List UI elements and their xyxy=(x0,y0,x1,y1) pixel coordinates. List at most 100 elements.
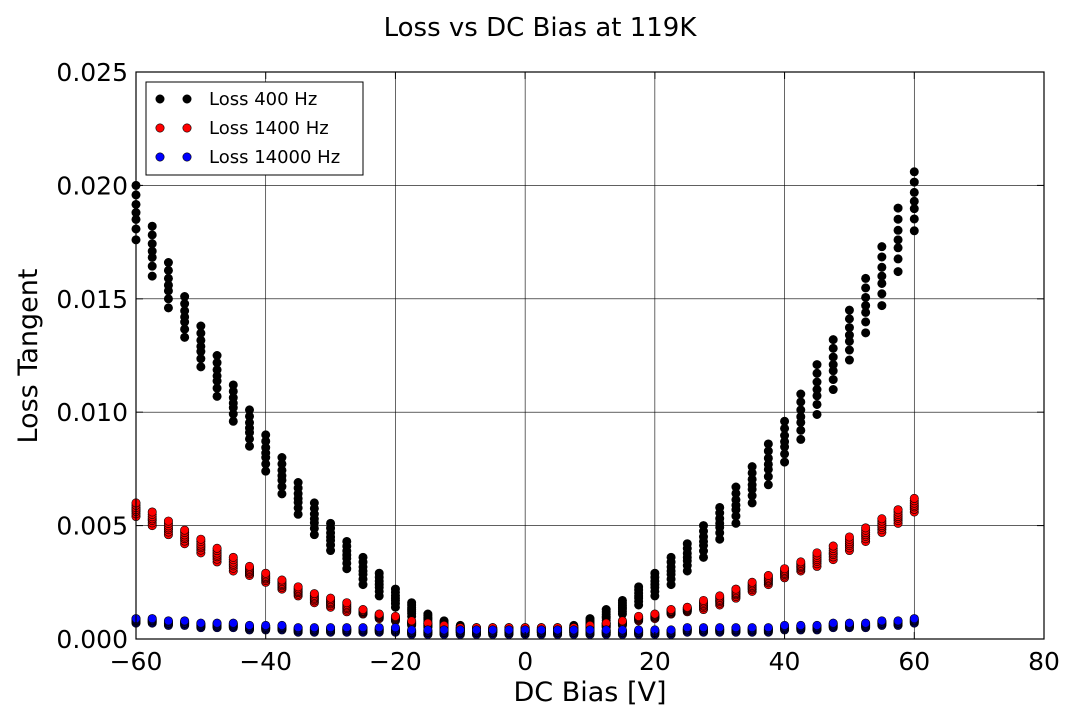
data-point xyxy=(504,625,514,635)
data-point xyxy=(698,521,708,531)
data-point xyxy=(196,534,206,544)
data-point xyxy=(877,252,887,262)
data-point xyxy=(861,328,871,338)
legend-marker xyxy=(155,123,165,133)
data-point xyxy=(180,616,190,626)
data-point xyxy=(893,203,903,213)
data-point xyxy=(147,239,157,249)
y-tick-label: 0.005 xyxy=(56,512,128,541)
data-point xyxy=(861,283,871,293)
data-point xyxy=(715,502,725,512)
data-point xyxy=(407,625,417,635)
data-point xyxy=(553,625,563,635)
legend-marker xyxy=(155,94,165,104)
data-point xyxy=(277,575,287,585)
data-point xyxy=(731,584,741,594)
data-point xyxy=(731,623,741,633)
data-point xyxy=(342,598,352,608)
data-point xyxy=(844,355,854,365)
data-point xyxy=(309,623,319,633)
data-point xyxy=(585,625,595,635)
data-point xyxy=(196,362,206,372)
data-point xyxy=(212,350,222,360)
data-point xyxy=(844,323,854,333)
data-point xyxy=(634,582,644,592)
data-point xyxy=(228,618,238,628)
data-point xyxy=(147,507,157,517)
x-tick-label: 40 xyxy=(769,647,801,676)
data-point xyxy=(277,620,287,630)
data-point xyxy=(796,397,806,407)
data-point xyxy=(909,187,919,197)
data-point xyxy=(812,399,822,409)
data-point xyxy=(796,389,806,399)
data-point xyxy=(698,595,708,605)
data-point xyxy=(666,552,676,562)
legend-label: Loss 1400 Hz xyxy=(209,118,329,139)
data-point xyxy=(780,564,790,574)
data-point xyxy=(601,625,611,635)
data-point xyxy=(747,577,757,587)
data-point xyxy=(293,623,303,633)
data-point xyxy=(877,262,887,272)
data-point xyxy=(909,493,919,503)
data-point xyxy=(828,375,838,385)
data-point xyxy=(390,584,400,594)
legend: Loss 400 Hz Loss 1400 Hz Loss 14000 Hz xyxy=(145,81,364,176)
data-point xyxy=(828,385,838,395)
data-point xyxy=(147,614,157,624)
data-point xyxy=(196,618,206,628)
data-point xyxy=(309,498,319,508)
data-point xyxy=(245,561,255,571)
x-tick-label: −20 xyxy=(369,647,422,676)
data-point xyxy=(796,620,806,630)
data-point xyxy=(909,177,919,187)
data-point xyxy=(682,602,692,612)
data-point xyxy=(780,416,790,426)
data-point xyxy=(666,605,676,615)
data-point xyxy=(812,377,822,387)
chart-title: Loss vs DC Bias at 119K xyxy=(384,13,698,43)
data-point xyxy=(828,541,838,551)
data-point xyxy=(163,516,173,526)
data-point xyxy=(828,618,838,628)
data-point xyxy=(423,625,433,635)
data-point xyxy=(407,598,417,608)
data-point xyxy=(163,273,173,283)
data-point xyxy=(180,332,190,342)
data-point xyxy=(893,267,903,277)
data-point xyxy=(909,214,919,224)
data-point xyxy=(601,605,611,615)
data-point xyxy=(488,625,498,635)
data-point xyxy=(390,623,400,633)
data-point xyxy=(326,593,336,603)
data-point xyxy=(569,625,579,635)
data-point xyxy=(326,623,336,633)
data-point xyxy=(780,457,790,467)
data-point xyxy=(342,536,352,546)
data-point xyxy=(893,225,903,235)
data-point xyxy=(828,343,838,353)
data-point xyxy=(358,623,368,633)
data-point xyxy=(844,330,854,340)
data-point xyxy=(844,305,854,315)
data-point xyxy=(796,557,806,567)
data-point xyxy=(617,625,627,635)
data-point xyxy=(245,620,255,630)
data-points xyxy=(131,167,919,639)
data-point xyxy=(536,625,546,635)
y-tick-label: 0.010 xyxy=(56,398,128,427)
data-point xyxy=(747,462,757,472)
legend-marker xyxy=(182,123,192,133)
data-point xyxy=(455,625,465,635)
data-point xyxy=(844,314,854,324)
data-point xyxy=(212,543,222,553)
data-point xyxy=(828,335,838,345)
grid xyxy=(136,72,1044,639)
data-point xyxy=(893,243,903,253)
data-point xyxy=(180,525,190,535)
data-point xyxy=(163,294,173,304)
data-point xyxy=(617,595,627,605)
data-point xyxy=(877,289,887,299)
data-point xyxy=(212,391,222,401)
